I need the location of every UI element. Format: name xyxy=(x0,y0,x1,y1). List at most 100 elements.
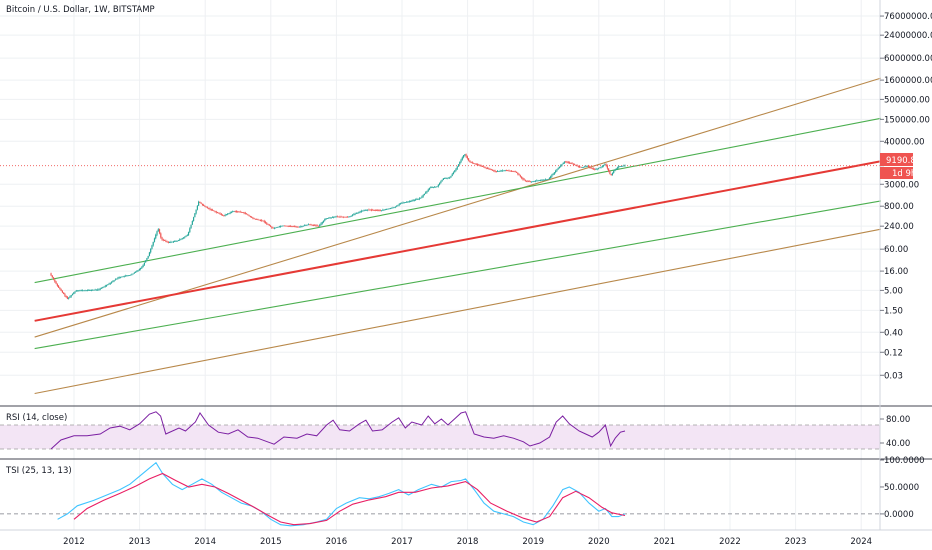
candle-body xyxy=(409,200,412,202)
candle-body xyxy=(375,210,378,211)
tsi-pane[interactable] xyxy=(0,461,880,527)
time-axis[interactable]: 2012 2013 2014 2015 2016 2017 2018 2019 2020 2021… xyxy=(63,537,872,547)
candle-body xyxy=(523,179,525,181)
rsi-title: RSI (14, close) xyxy=(6,413,67,423)
candle-body xyxy=(301,226,303,227)
candle-body xyxy=(512,171,514,172)
tsi-title: TSI (25, 13, 13) xyxy=(5,466,72,476)
x-tick-label: 2019 xyxy=(522,537,544,547)
candle-body xyxy=(534,180,537,182)
y-tick-label: 240.00 xyxy=(884,222,914,232)
candle-body xyxy=(581,167,583,168)
candle-body xyxy=(491,169,494,171)
candle-body xyxy=(576,165,578,167)
candle-body xyxy=(594,169,596,171)
tsi-line[interactable] xyxy=(57,461,626,527)
candle-body xyxy=(261,220,263,222)
candle-body xyxy=(478,164,480,166)
candle-body xyxy=(229,212,231,214)
last-price-badge xyxy=(880,153,913,166)
price-axis[interactable]: 76000000.00 24000000.00 6000000.00 1600000.… xyxy=(880,12,932,520)
x-tick-label: 2012 xyxy=(63,537,85,547)
candle-body xyxy=(169,242,171,243)
candle-body xyxy=(312,224,315,226)
candle-body xyxy=(233,211,235,212)
candle-body xyxy=(201,203,204,205)
candle-body xyxy=(380,210,383,212)
candle-body xyxy=(468,158,470,161)
candle-body xyxy=(344,216,346,218)
candle-body xyxy=(451,174,453,177)
candle-body xyxy=(341,216,344,218)
candle-body xyxy=(81,290,84,292)
candle-body xyxy=(331,217,333,218)
candle-body xyxy=(402,202,404,204)
candle-body xyxy=(118,277,120,279)
candle-body xyxy=(314,225,316,226)
candle-body xyxy=(185,235,187,237)
x-tick-label: 2014 xyxy=(194,537,216,547)
candle-body xyxy=(297,226,299,228)
candle-body xyxy=(211,209,214,211)
price-pane[interactable] xyxy=(0,77,882,395)
candle-body xyxy=(262,220,264,222)
candle-body xyxy=(457,164,460,167)
candle-body xyxy=(382,210,384,211)
channel-line[interactable] xyxy=(34,200,881,350)
candle-body xyxy=(87,290,89,292)
candle-body xyxy=(552,173,554,176)
candle-body xyxy=(163,240,166,241)
candle-body xyxy=(462,155,465,158)
candle-body xyxy=(232,211,234,213)
candle-body xyxy=(219,213,221,215)
candle-body xyxy=(461,157,463,160)
rsi-pane[interactable] xyxy=(0,411,880,450)
candle-body xyxy=(248,215,250,217)
candle-body xyxy=(551,175,553,177)
candle-body xyxy=(227,213,229,215)
candle-body xyxy=(543,179,545,181)
candle-body xyxy=(315,225,317,227)
candle-body xyxy=(383,209,385,211)
candle-body xyxy=(141,266,143,269)
candle-body xyxy=(623,165,625,167)
candle-body xyxy=(415,199,417,201)
candle-body xyxy=(153,238,156,242)
candle-body xyxy=(563,161,566,163)
candle-body xyxy=(59,287,61,290)
tsi-signal-line[interactable] xyxy=(73,472,626,526)
candle-body xyxy=(108,283,110,285)
candle-body xyxy=(199,201,201,203)
candle-body xyxy=(388,208,390,210)
candle-body xyxy=(444,178,446,179)
candle-body xyxy=(404,202,407,203)
x-tick-label: 2015 xyxy=(260,537,282,547)
candle-body xyxy=(513,171,515,173)
candle-body xyxy=(66,297,69,299)
candle-body xyxy=(377,210,379,211)
channel-line[interactable] xyxy=(34,228,881,395)
candle-body xyxy=(401,202,403,204)
channel-line[interactable] xyxy=(34,117,881,284)
candle-body xyxy=(547,179,549,180)
candle-body xyxy=(539,180,542,181)
candle-body xyxy=(522,177,524,180)
candle-body xyxy=(454,170,456,173)
candle-body xyxy=(384,209,386,211)
y-tick-label: 1.50 xyxy=(884,306,903,316)
candle-body xyxy=(200,202,202,204)
candle-body xyxy=(480,165,482,167)
candle-body xyxy=(364,210,366,212)
candle-body xyxy=(615,168,617,170)
candle-body xyxy=(244,212,246,214)
candle-body xyxy=(234,211,236,212)
candle-body xyxy=(470,162,472,163)
candle-body xyxy=(249,216,251,217)
candle-body xyxy=(379,210,381,212)
candle-body xyxy=(54,279,56,282)
channel-line[interactable] xyxy=(34,160,882,322)
rsi-line[interactable] xyxy=(50,411,626,450)
candle-body xyxy=(425,192,427,194)
